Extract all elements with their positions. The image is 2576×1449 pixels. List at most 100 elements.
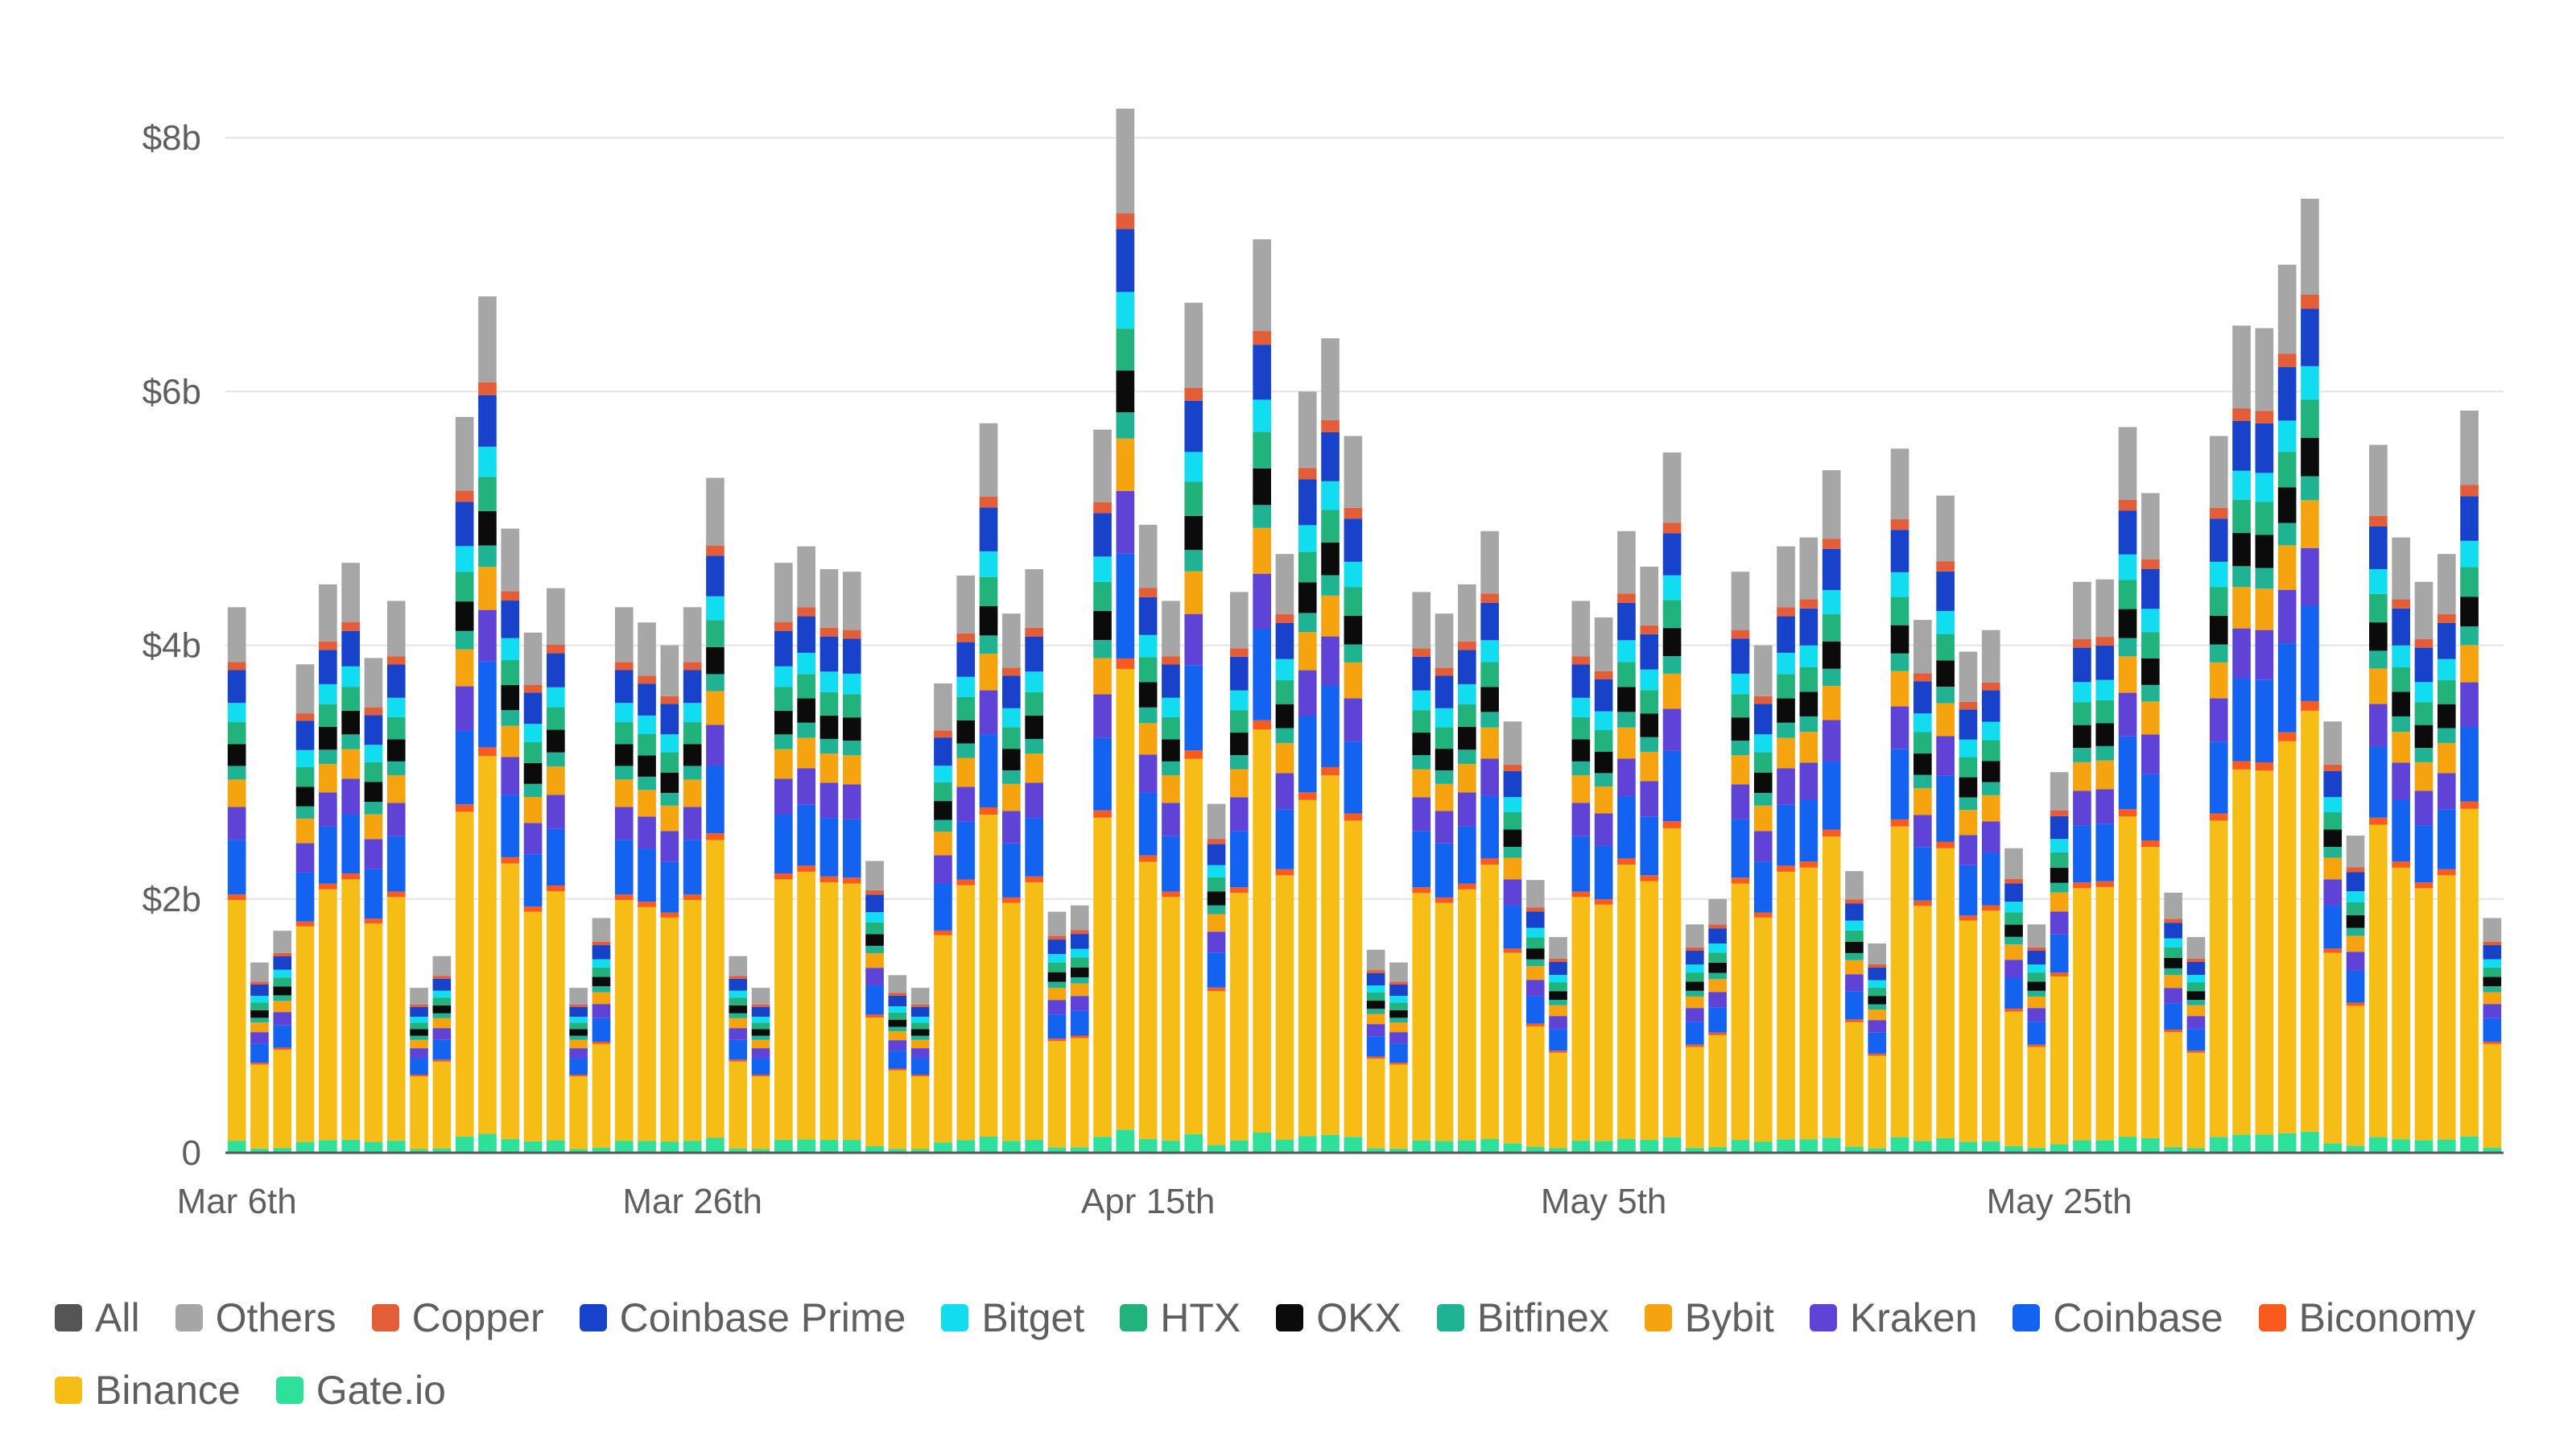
bar-segment-htx (2232, 499, 2251, 534)
bar-segment-others (1162, 601, 1180, 657)
bar-segment-gate-io (1435, 1141, 1454, 1153)
bar-segment-bitget (1890, 572, 1909, 597)
bar-segment-bybit (1047, 988, 1067, 1001)
bar-segment-binance (1458, 889, 1476, 1141)
legend-item-coinbase-prime[interactable]: Coinbase Prime (579, 1295, 906, 1340)
bar-segment-bybit (979, 654, 998, 691)
bar-segment-bitget (2346, 891, 2365, 902)
bar-segment-bybit (1845, 960, 1864, 975)
bar-segment-coinbase-prime (592, 945, 611, 960)
legend-item-bybit[interactable]: Bybit (1644, 1296, 1774, 1340)
bar-segment-bitfinex (455, 630, 474, 650)
bar-segment-copper (1525, 907, 1545, 912)
bar-segment-binance (1981, 910, 2000, 1141)
legend-item-okx[interactable]: OKX (1276, 1296, 1402, 1340)
bar-stack (819, 569, 839, 1153)
bar-segment-biconomy (842, 877, 861, 884)
bar-segment-copper (2232, 408, 2251, 421)
bar-segment-kraken (729, 1028, 748, 1040)
bar-stack (1503, 721, 1522, 1153)
bar-segment-okx (1389, 1009, 1408, 1018)
y-tick-label: $2b (142, 880, 201, 919)
bar-segment-binance (842, 883, 861, 1141)
legend-item-bitget[interactable]: Bitget (941, 1296, 1084, 1340)
bar-stack (455, 416, 474, 1153)
bar-segment-copper (547, 645, 565, 654)
bar-segment-bitget (319, 683, 337, 704)
bar-segment-bybit (1162, 775, 1180, 803)
bar-segment-coinbase-prime (934, 737, 952, 766)
bar-segment-htx (1662, 600, 1682, 629)
bar-segment-bitfinex (1321, 575, 1340, 596)
bar-segment-coinbase (2186, 1029, 2206, 1051)
legend-label: Biconomy (2298, 1295, 2476, 1340)
legend-item-biconomy[interactable]: Biconomy (2258, 1295, 2476, 1340)
bar-segment-bitget (1116, 291, 1135, 329)
bar-segment-kraken (341, 778, 360, 815)
bar-segment-okx (319, 727, 337, 750)
legend-item-binance[interactable]: Binance (55, 1368, 241, 1412)
bar-segment-bybit (2437, 743, 2456, 774)
bar-stack (1868, 943, 1887, 1153)
bar-segment-biconomy (2232, 761, 2251, 770)
bar-segment-coinbase (1480, 795, 1499, 859)
bar-stack (1275, 554, 1294, 1153)
bar-segment-bybit (660, 805, 679, 832)
bar-segment-biconomy (1275, 869, 1294, 876)
bar-segment-bitget (2073, 682, 2091, 703)
bar-segment-copper (1253, 331, 1271, 345)
bar-segment-bitfinex (227, 766, 246, 780)
bar-segment-gate-io (1686, 1147, 1704, 1153)
legend-swatch (55, 1304, 82, 1331)
legend-item-coinbase[interactable]: Coinbase (2013, 1296, 2223, 1340)
bar-segment-bybit (1525, 966, 1545, 980)
bar-segment-okx (819, 715, 839, 739)
bar-segment-okx (2050, 867, 2069, 883)
legend-label: Coinbase Prime (619, 1295, 906, 1340)
legend-item-copper[interactable]: Copper (371, 1296, 544, 1340)
bar-segment-biconomy (1344, 813, 1363, 821)
bar-segment-bybit (2004, 944, 2023, 960)
bar-segment-others (1275, 554, 1294, 614)
bar-segment-coinbase (1138, 792, 1158, 856)
bar-segment-kraken (1435, 811, 1454, 844)
legend-item-bitfinex[interactable]: Bitfinex (1436, 1296, 1609, 1340)
legend-item-others[interactable]: Others (175, 1296, 336, 1340)
bar-stack (1480, 530, 1499, 1153)
bar-segment-bybit (1777, 737, 1795, 769)
bar-segment-bitfinex (1571, 761, 1591, 776)
bar-stack (1116, 108, 1135, 1153)
bar-segment-bitget (2414, 682, 2434, 703)
legend-item-kraken[interactable]: Kraken (1809, 1296, 1977, 1340)
bar-segment-binance (1389, 1064, 1408, 1149)
bar-segment-htx (478, 477, 497, 511)
legend-item-htx[interactable]: HTX (1120, 1296, 1241, 1340)
bar-segment-coinbase-prime (614, 670, 634, 704)
legend-item-all[interactable]: All (55, 1296, 140, 1340)
bar-segment-coinbase-prime (2186, 961, 2206, 976)
bar-segment-copper (501, 591, 520, 601)
bar-segment-others (1230, 592, 1249, 649)
bar-segment-biconomy (2164, 1030, 2182, 1033)
bar-segment-biconomy (1321, 767, 1340, 776)
bar-segment-bybit (1298, 632, 1317, 671)
bar-segment-kraken (1594, 813, 1613, 846)
bar-segment-binance (1298, 799, 1317, 1137)
bar-segment-okx (2232, 533, 2251, 567)
bar-segment-others (432, 956, 452, 976)
legend: All Others Copper Coinbase Prime Bitget HTX OK… (55, 1296, 2518, 1412)
bar-segment-bitget (386, 697, 406, 717)
bar-segment-htx (364, 762, 383, 782)
bar-segment-coinbase (2164, 1003, 2182, 1030)
bar-segment-coinbase-prime (2277, 367, 2297, 421)
bar-segment-coinbase (1868, 1032, 1887, 1054)
bar-stack (2232, 325, 2251, 1153)
bar-segment-okx (797, 698, 815, 723)
bar-segment-biconomy (1162, 891, 1180, 898)
bar-segment-bitget (1708, 943, 1727, 953)
bar-segment-bitfinex (729, 1013, 748, 1018)
bar-segment-bybit (592, 992, 611, 1005)
bar-segment-gate-io (1344, 1137, 1363, 1153)
bar-segment-biconomy (2437, 869, 2456, 876)
legend-item-gate-io[interactable]: Gate.io (275, 1368, 446, 1412)
